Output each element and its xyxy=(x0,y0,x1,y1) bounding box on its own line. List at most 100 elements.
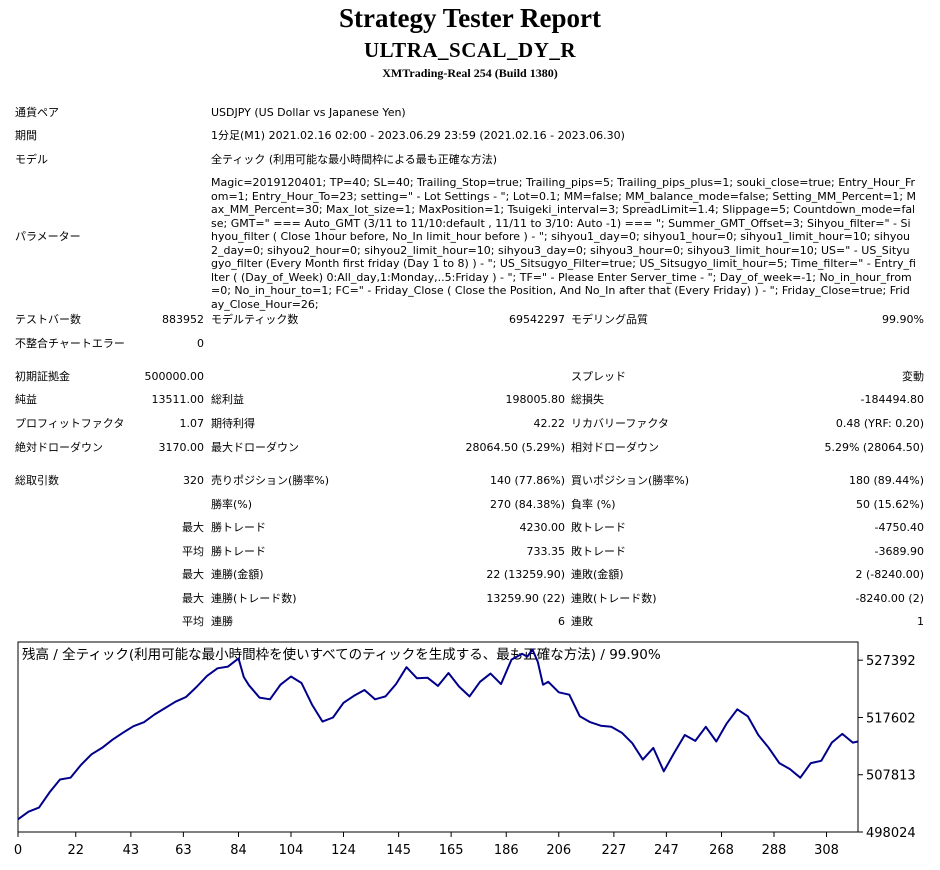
gross-loss-value: -184494.80 xyxy=(860,393,924,406)
deposit-label: 初期証拠金 xyxy=(15,370,70,383)
x-tick-label: 247 xyxy=(654,843,679,858)
average-loss-value: -3689.90 xyxy=(874,545,924,558)
x-tick-label: 165 xyxy=(439,843,464,858)
x-tick-label: 63 xyxy=(175,843,192,858)
avg-consec-losses-label: 連敗 xyxy=(571,615,593,628)
largest-win-label: 勝トレード xyxy=(211,521,266,534)
x-tick-label: 104 xyxy=(279,843,304,858)
pf-label: プロフィットファクタ xyxy=(15,417,125,430)
period-value: 1分足(M1) 2021.02.16 02:00 - 2023.06.29 23… xyxy=(211,129,625,142)
net-label: 純益 xyxy=(15,393,37,406)
bars-label: テストバー数 xyxy=(15,313,81,326)
bars-value: 883952 xyxy=(162,313,204,326)
average-loss-label: 敗トレード xyxy=(571,545,626,558)
average-win-label: 勝トレード xyxy=(211,545,266,558)
gross-profit-label: 総利益 xyxy=(211,393,244,406)
x-tick-label: 84 xyxy=(230,843,247,858)
x-tick-label: 268 xyxy=(709,843,734,858)
largest-loss-value: -4750.40 xyxy=(874,521,924,534)
x-tick-label: 22 xyxy=(67,843,84,858)
x-tick-label: 227 xyxy=(601,843,626,858)
avg-word: 平均 xyxy=(182,545,204,558)
chart-title: 残高 / 全ティック(利用可能な最小時間枠を使いすべてのティックを生成する、最も… xyxy=(22,646,661,663)
mismatch-label: 不整合チャートエラー xyxy=(15,337,125,350)
ticks-label: モデルティック数 xyxy=(211,313,299,326)
balance-line xyxy=(17,648,859,821)
loss-value: 50 (15.62%) xyxy=(855,498,924,511)
x-tick-label: 43 xyxy=(123,843,140,858)
long-label: 買いポジション(勝率%) xyxy=(571,474,690,487)
payoff-value: 42.22 xyxy=(533,417,566,430)
trades-value: 320 xyxy=(183,474,204,487)
max-consec-profit-label: 連勝(トレード数) xyxy=(211,592,297,605)
rel-dd-value: 5.29% (28064.50) xyxy=(824,441,924,454)
x-tick-label: 0 xyxy=(14,843,22,858)
abs-dd-label: 絶対ドローダウン xyxy=(15,441,103,454)
x-tick-label: 186 xyxy=(494,843,519,858)
max-consec-profit-value: 13259.90 (22) xyxy=(486,592,565,605)
max-consec-loss-label: 連敗(トレード数) xyxy=(571,592,657,605)
x-tick-label: 124 xyxy=(331,843,356,858)
largest-win-value: 4230.00 xyxy=(519,521,566,534)
recovery-label: リカバリーファクタ xyxy=(571,417,669,430)
short-label: 売りポジション(勝率%) xyxy=(211,474,330,487)
symbol-value: USDJPY (US Dollar vs Japanese Yen) xyxy=(211,106,406,119)
plot-area xyxy=(17,641,859,833)
quality-value: 99.90% xyxy=(882,313,924,326)
x-tick-label: 145 xyxy=(386,843,411,858)
ea-name: ULTRA_SCAL_DY_R xyxy=(363,38,577,62)
report-title: Strategy Tester Report xyxy=(339,3,601,33)
x-tick-label: 288 xyxy=(762,843,787,858)
max-dd-label: 最大ドローダウン xyxy=(211,441,299,454)
y-tick-label: 498024 xyxy=(866,826,916,841)
params-label: パラメーター xyxy=(15,230,81,243)
max-consec-loss-value: -8240.00 (2) xyxy=(855,592,924,605)
short-value: 140 (77.86%) xyxy=(489,474,565,487)
y-tick-label: 517602 xyxy=(866,711,916,726)
rel-dd-label: 相対ドローダウン xyxy=(571,441,659,454)
model-label: モデル xyxy=(15,153,48,166)
y-tick-label: 527392 xyxy=(866,654,916,669)
avg-consec-wins-label: 連勝 xyxy=(211,615,233,628)
balance-chart: 残高 / 全ティック(利用可能な最小時間枠を使いすべてのティックを生成する、最も… xyxy=(14,640,930,866)
max-word: 最大 xyxy=(182,568,204,581)
abs-dd-value: 3170.00 xyxy=(158,441,205,454)
win-label: 勝率(%) xyxy=(211,498,253,511)
symbol-label: 通貨ペア xyxy=(15,106,59,119)
win-value: 270 (84.38%) xyxy=(489,498,565,511)
average-win-value: 733.35 xyxy=(526,545,566,558)
max-consec-losses-value: 2 (-8240.00) xyxy=(855,568,924,581)
server-info: XMTrading-Real 254 (Build 1380) xyxy=(382,66,558,80)
avg-consec-losses-value: 1 xyxy=(917,615,924,628)
payoff-label: 期待利得 xyxy=(211,417,255,430)
quality-label: モデリング品質 xyxy=(571,313,648,326)
max-consec-wins-value: 22 (13259.90) xyxy=(486,568,565,581)
max-word: 最大 xyxy=(182,521,204,534)
x-tick-label: 308 xyxy=(814,843,839,858)
mismatch-value: 0 xyxy=(197,337,204,350)
loss-label: 負率 (%) xyxy=(571,498,616,511)
deposit-value: 500000.00 xyxy=(144,370,205,383)
spread-label: スプレッド xyxy=(571,370,626,383)
balance-chart-svg: 残高 / 全ティック(利用可能な最小時間枠を使いすべてのティックを生成する、最も… xyxy=(14,641,916,858)
x-tick-label: 206 xyxy=(546,843,571,858)
max-word: 最大 xyxy=(182,592,204,605)
ticks-value: 69542297 xyxy=(509,313,565,326)
avg-word: 平均 xyxy=(182,615,204,628)
max-consec-losses-label: 連敗(金額) xyxy=(571,568,624,581)
largest-loss-label: 敗トレード xyxy=(571,521,626,534)
y-tick-label: 507813 xyxy=(866,769,916,784)
avg-consec-wins-value: 6 xyxy=(558,615,565,628)
max-dd-value: 28064.50 (5.29%) xyxy=(465,441,565,454)
max-consec-wins-label: 連勝(金額) xyxy=(211,568,264,581)
params-value: Magic=2019120401; TP=40; SL=40; Trailing… xyxy=(211,176,917,311)
gross-profit-value: 198005.80 xyxy=(505,393,566,406)
net-value: 13511.00 xyxy=(151,393,205,406)
period-label: 期間 xyxy=(15,129,37,142)
trades-label: 総取引数 xyxy=(15,474,59,487)
long-value: 180 (89.44%) xyxy=(848,474,924,487)
gross-loss-label: 総損失 xyxy=(571,393,604,406)
model-value: 全ティック (利用可能な最小時間枠による最も正確な方法) xyxy=(211,153,498,166)
pf-value: 1.07 xyxy=(179,417,205,430)
spread-value: 変動 xyxy=(902,370,924,383)
